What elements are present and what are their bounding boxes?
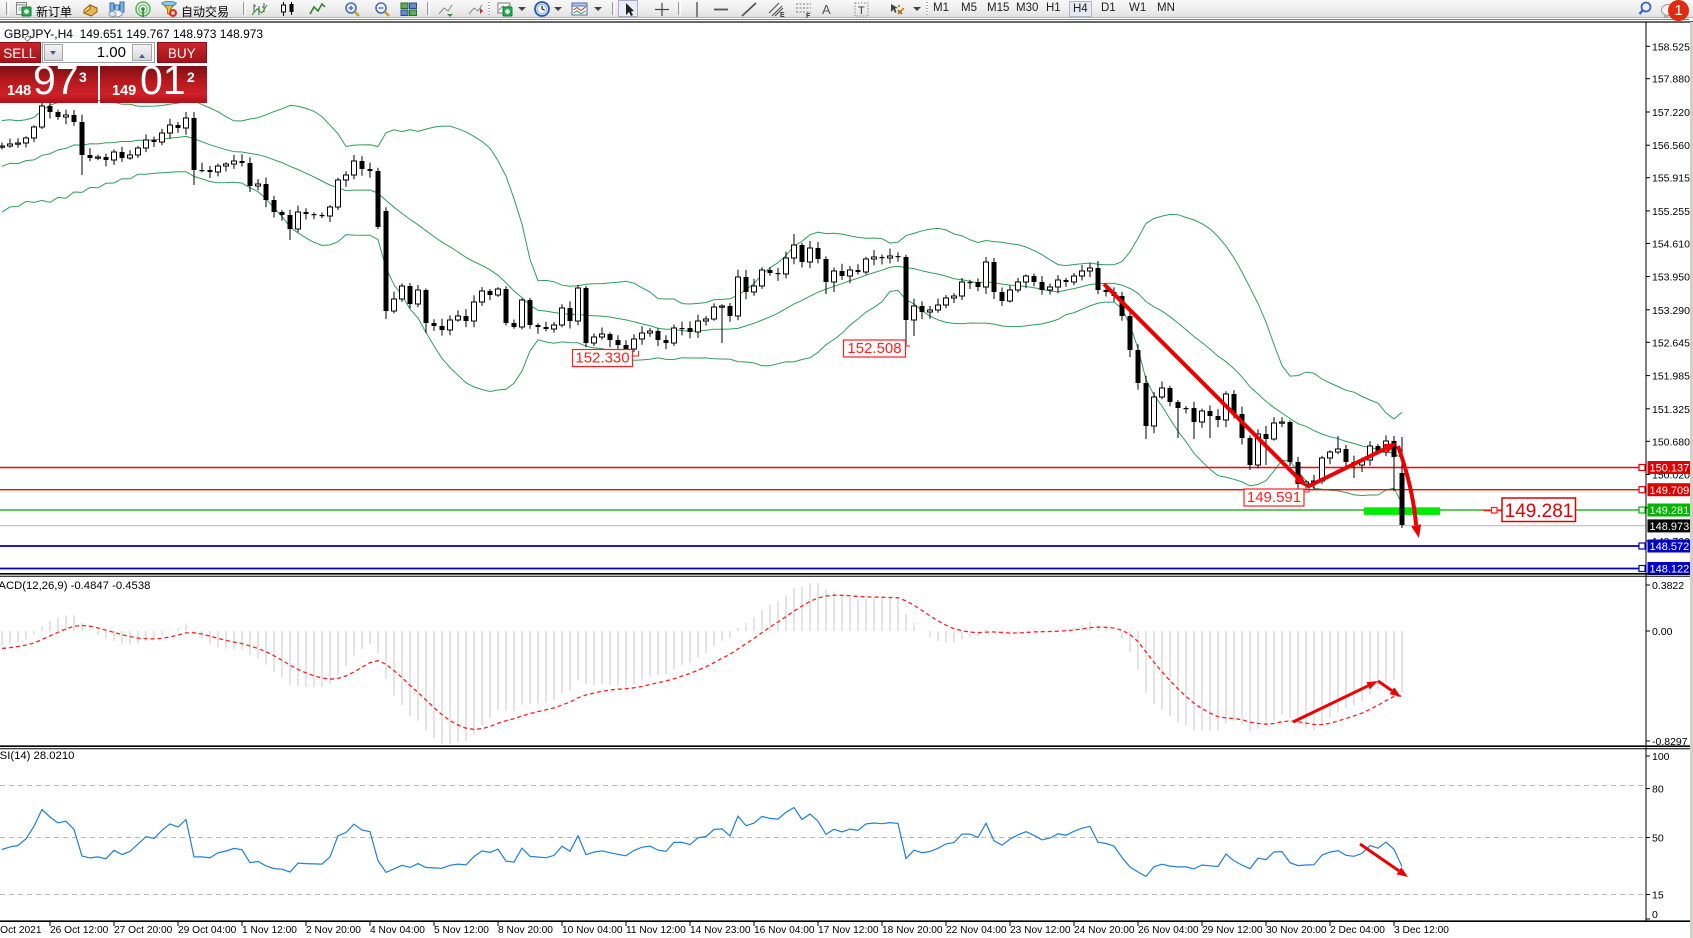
svg-text:156.560: 156.560	[1652, 140, 1690, 152]
svg-text:148.122: 148.122	[1650, 564, 1690, 576]
svg-text:151.325: 151.325	[1652, 404, 1690, 416]
svg-text:157.880: 157.880	[1652, 74, 1690, 86]
svg-text:25 Oct 2021: 25 Oct 2021	[0, 925, 42, 936]
svg-text:-0.8297: -0.8297	[1652, 736, 1688, 748]
svg-text:26 Oct 12:00: 26 Oct 12:00	[50, 925, 109, 936]
svg-text:151.985: 151.985	[1652, 371, 1690, 383]
svg-text:157.220: 157.220	[1652, 107, 1690, 119]
svg-text:148.973: 148.973	[1650, 521, 1690, 533]
svg-text:152.508: 152.508	[847, 340, 901, 357]
svg-text:23 Nov 12:00: 23 Nov 12:00	[1010, 925, 1071, 936]
svg-text:150.680: 150.680	[1652, 436, 1690, 448]
svg-text:148.572: 148.572	[1650, 541, 1690, 553]
svg-text:RSI(14) 28.0210: RSI(14) 28.0210	[0, 750, 74, 762]
svg-text:149.591: 149.591	[1247, 489, 1301, 506]
svg-text:152.330: 152.330	[575, 350, 629, 367]
svg-text:F: F	[806, 13, 811, 18]
svg-text:50: 50	[1652, 833, 1664, 845]
svg-text:T: T	[858, 5, 865, 17]
svg-text:153.950: 153.950	[1652, 272, 1690, 284]
svg-text:E: E	[780, 12, 785, 18]
svg-text:2 Dec 04:00: 2 Dec 04:00	[1330, 925, 1385, 936]
svg-text:14 Nov 23:00: 14 Nov 23:00	[690, 925, 751, 936]
svg-text:24 Nov 20:00: 24 Nov 20:00	[1074, 925, 1135, 936]
svg-text:15: 15	[1652, 890, 1664, 902]
svg-text:22 Nov 04:00: 22 Nov 04:00	[946, 925, 1007, 936]
svg-text:0: 0	[1652, 909, 1658, 921]
svg-text:4 Nov 04:00: 4 Nov 04:00	[370, 925, 425, 936]
svg-text:17 Nov 12:00: 17 Nov 12:00	[818, 925, 879, 936]
svg-text:100: 100	[1652, 751, 1670, 763]
svg-text:0.00: 0.00	[1652, 626, 1673, 638]
svg-text:16 Nov 04:00: 16 Nov 04:00	[754, 925, 815, 936]
svg-text:5 Nov 12:00: 5 Nov 12:00	[434, 925, 489, 936]
svg-text:2 Nov 20:00: 2 Nov 20:00	[306, 925, 361, 936]
svg-text:11 Nov 12:00: 11 Nov 12:00	[626, 925, 686, 936]
svg-text:150.137: 150.137	[1650, 463, 1690, 475]
svg-text:80: 80	[1652, 784, 1664, 796]
svg-text:154.610: 154.610	[1652, 238, 1690, 250]
svg-text:MACD(12,26,9) -0.4847 -0.4538: MACD(12,26,9) -0.4847 -0.4538	[0, 580, 150, 592]
svg-text:158.525: 158.525	[1652, 41, 1690, 53]
svg-text:149.281: 149.281	[1505, 501, 1574, 522]
svg-text:18 Nov 20:00: 18 Nov 20:00	[882, 925, 943, 936]
svg-text:153.290: 153.290	[1652, 305, 1690, 317]
svg-text:27 Oct 20:00: 27 Oct 20:00	[114, 925, 173, 936]
svg-text:10 Nov 04:00: 10 Nov 04:00	[562, 925, 623, 936]
svg-text:30 Nov 20:00: 30 Nov 20:00	[1266, 925, 1327, 936]
svg-text:8 Nov 20:00: 8 Nov 20:00	[498, 925, 553, 936]
svg-text:149.709: 149.709	[1650, 485, 1690, 497]
svg-text:1 Nov 12:00: 1 Nov 12:00	[242, 925, 297, 936]
svg-text:0.3822: 0.3822	[1652, 580, 1684, 592]
svg-text:29 Oct 04:00: 29 Oct 04:00	[178, 925, 237, 936]
svg-text:26 Nov 04:00: 26 Nov 04:00	[1138, 925, 1199, 936]
svg-text:29 Nov 12:00: 29 Nov 12:00	[1202, 925, 1263, 936]
svg-text:155.915: 155.915	[1652, 173, 1690, 185]
svg-text:152.645: 152.645	[1652, 337, 1690, 349]
svg-text:155.255: 155.255	[1652, 206, 1690, 218]
svg-text:3 Dec 12:00: 3 Dec 12:00	[1394, 925, 1449, 936]
svg-text:149.281: 149.281	[1650, 505, 1690, 517]
